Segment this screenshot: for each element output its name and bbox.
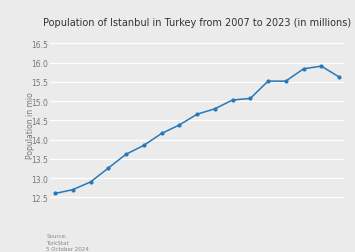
Text: Source:
TurkStat
5 October 2024: Source: TurkStat 5 October 2024 bbox=[46, 233, 89, 251]
Y-axis label: Population in mio: Population in mio bbox=[26, 91, 34, 158]
Title: Population of Istanbul in Turkey from 2007 to 2023 (in millions): Population of Istanbul in Turkey from 20… bbox=[43, 18, 351, 28]
